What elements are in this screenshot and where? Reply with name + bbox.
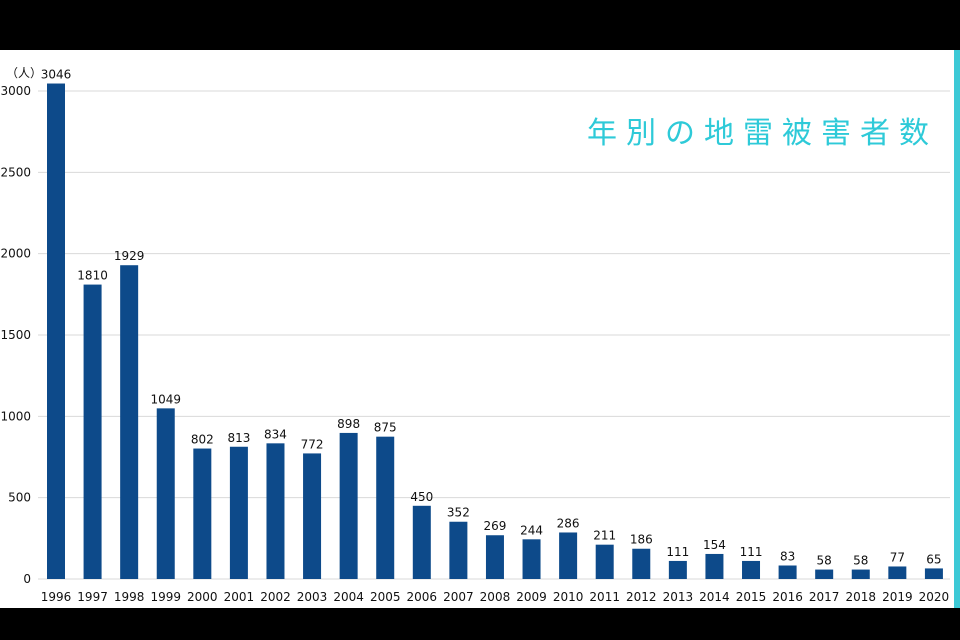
data-label: 1929 [114, 249, 145, 263]
y-tick-label: 3000 [0, 84, 31, 98]
bar-2019 [888, 566, 907, 579]
y-tick-label: 2500 [0, 165, 31, 179]
data-label: 802 [191, 433, 214, 447]
bar-2003 [303, 453, 322, 579]
data-label: 154 [703, 538, 726, 552]
x-tick-label: 2012 [626, 590, 657, 604]
bar-2017 [815, 569, 834, 579]
x-axis-ticks: 1996 1997 1998 1999 2000 2001 2002 2003 2004 2005… [41, 590, 949, 604]
x-tick-label: 2005 [370, 590, 401, 604]
bar-1998 [120, 265, 139, 579]
data-label: 772 [301, 437, 324, 451]
data-label: 111 [666, 545, 689, 559]
data-label: 1049 [150, 392, 181, 406]
bar-2010 [559, 532, 578, 579]
right-edge-accent [954, 50, 960, 608]
y-tick-label: 500 [8, 491, 31, 505]
x-tick-label: 2017 [809, 590, 840, 604]
data-label: 83 [780, 549, 795, 563]
bar-1997 [83, 284, 102, 579]
x-tick-label: 1998 [114, 590, 145, 604]
bar-2013 [668, 560, 687, 579]
grid-lines [38, 90, 950, 580]
x-tick-label: 2002 [260, 590, 291, 604]
data-labels: 3046 1810 1929 1049 802 813 834 772 898 875 450 352… [41, 68, 942, 568]
data-label: 3046 [41, 68, 72, 82]
bar-2001 [229, 446, 248, 579]
x-tick-label: 2011 [589, 590, 620, 604]
data-label: 244 [520, 523, 543, 537]
bars [47, 83, 943, 579]
bar-1996 [47, 83, 65, 579]
x-tick-label: 2000 [187, 590, 218, 604]
y-tick-label: 2000 [0, 247, 31, 261]
x-tick-label: 2003 [297, 590, 328, 604]
bar-2016 [778, 565, 797, 579]
data-label: 58 [853, 554, 868, 568]
data-label: 813 [227, 431, 250, 445]
chart-title: 年別の地雷被害者数 [587, 116, 938, 151]
x-tick-label: 2004 [333, 590, 364, 604]
x-tick-label: 2006 [407, 590, 438, 604]
bar-2018 [851, 569, 870, 579]
data-label: 186 [630, 533, 653, 547]
x-tick-label: 1996 [41, 590, 72, 604]
data-label: 875 [374, 421, 397, 435]
x-tick-label: 2015 [736, 590, 767, 604]
x-tick-label: 2014 [699, 590, 730, 604]
bar-2007 [449, 521, 468, 579]
bar-1999 [156, 408, 175, 579]
data-label: 211 [593, 529, 616, 543]
x-tick-label: 2016 [772, 590, 803, 604]
x-tick-label: 2019 [882, 590, 913, 604]
bar-2006 [412, 505, 431, 579]
data-label: 58 [817, 554, 832, 568]
bar-2014 [705, 553, 724, 579]
data-label: 286 [557, 516, 580, 530]
x-tick-label: 2001 [224, 590, 255, 604]
data-label: 111 [740, 545, 763, 559]
bar-2002 [266, 443, 285, 579]
x-tick-label: 2009 [516, 590, 547, 604]
x-tick-label: 2020 [919, 590, 950, 604]
data-label: 352 [447, 506, 470, 520]
bar-2005 [376, 436, 395, 579]
y-axis-unit-label: （人） [6, 66, 43, 80]
y-tick-label: 0 [23, 572, 31, 586]
bar-2015 [742, 560, 761, 579]
bar-2004 [339, 432, 358, 579]
data-label: 77 [890, 550, 905, 564]
bar-2012 [632, 548, 651, 579]
x-tick-label: 2010 [553, 590, 584, 604]
x-tick-label: 1999 [150, 590, 181, 604]
data-label: 834 [264, 427, 287, 441]
bar-2000 [193, 448, 212, 579]
bar-2008 [485, 535, 504, 579]
y-axis-ticks: 0 500 1000 1500 2000 2500 3000 [0, 84, 31, 586]
x-tick-label: 2013 [663, 590, 694, 604]
x-tick-label: 2008 [480, 590, 511, 604]
data-label: 898 [337, 417, 360, 431]
data-label: 1810 [77, 269, 108, 283]
data-label: 65 [926, 552, 941, 566]
bar-2009 [522, 539, 541, 579]
x-tick-label: 2007 [443, 590, 474, 604]
x-tick-label: 1997 [77, 590, 108, 604]
bar-2020 [924, 568, 943, 579]
x-tick-label: 2018 [845, 590, 876, 604]
bar-2011 [595, 544, 614, 579]
y-tick-label: 1500 [0, 328, 31, 342]
data-label: 450 [410, 490, 433, 504]
y-tick-label: 1000 [0, 409, 31, 423]
data-label: 269 [484, 519, 507, 533]
